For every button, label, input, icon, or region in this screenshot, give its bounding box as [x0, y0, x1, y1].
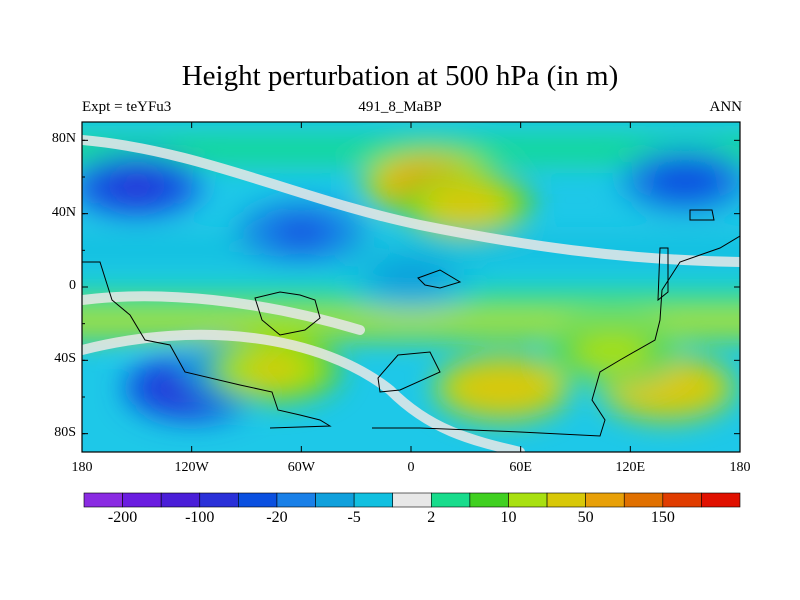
- colorbar-swatch: [623, 492, 664, 508]
- axis-ticks: [81, 122, 741, 452]
- coastlines: [82, 209, 740, 437]
- colorbar-swatch: [508, 492, 548, 508]
- colorbar-swatch: [585, 492, 625, 508]
- colorbar-label: -100: [185, 509, 215, 526]
- colorbar-label: 50: [577, 509, 594, 526]
- y-tick-label: 80N: [51, 131, 76, 147]
- colorbar-swatch: [353, 492, 394, 508]
- height-field: [82, 122, 740, 452]
- colorbar-swatch: [199, 492, 239, 508]
- colorbar-swatch: [160, 492, 201, 508]
- colorbar-swatch: [315, 492, 355, 508]
- field-contour-11-3: [584, 337, 641, 365]
- x-tick-label: 120E: [615, 460, 646, 475]
- coastline-segment: [417, 269, 462, 289]
- colorbar-swatch: [701, 492, 741, 508]
- colorbar-swatch: [469, 492, 509, 508]
- field-contour-7-3: [245, 355, 302, 384]
- colorbar-swatch: [276, 492, 316, 508]
- x-tick-label: 60W: [287, 460, 315, 475]
- y-tick-label: 40S: [54, 351, 76, 367]
- field-contour-2-3: [657, 167, 714, 195]
- coastline-segment: [657, 247, 669, 302]
- colorbar-swatch: [83, 492, 123, 508]
- colorbar-label: 10: [500, 509, 517, 526]
- field-neutral-strip: [82, 135, 740, 267]
- x-tick-label: 60E: [509, 460, 532, 475]
- chart-title: Height perturbation at 500 hPa (in m): [181, 60, 619, 92]
- field-contour-0-3: [108, 172, 165, 200]
- subtitle-period: 491_8_MaBP: [358, 99, 442, 115]
- colorbar-swatch: [238, 492, 278, 508]
- coastline-segment: [689, 209, 715, 221]
- coastline-segment: [377, 351, 441, 393]
- field-contour-8-3: [474, 374, 531, 402]
- field-contour-1-3: [273, 218, 330, 246]
- colorbar-swatch: [430, 492, 471, 508]
- colorbar-label: 150: [650, 509, 675, 526]
- field-contour-10-3: [383, 264, 439, 292]
- field-contour-9-3: [638, 374, 695, 402]
- field-contour-4-3: [437, 190, 494, 219]
- field-neutral-strip: [82, 329, 525, 452]
- x-tick-label: 0: [407, 460, 415, 475]
- coastline-segment: [82, 261, 332, 429]
- y-tick-label: 40N: [51, 204, 76, 220]
- colorbar-label: -200: [107, 509, 138, 526]
- y-tick-label: 80S: [54, 424, 76, 440]
- colorbar-swatch: [392, 492, 432, 508]
- subtitle-experiment: Expt = teYFu3: [82, 99, 172, 115]
- colorbar: [83, 492, 741, 508]
- coastline-segment: [372, 235, 740, 437]
- x-tick-label: 180: [71, 460, 93, 475]
- subtitle-season: ANN: [709, 99, 743, 115]
- field-neutral-strip: [82, 291, 365, 335]
- colorbar-label: -20: [266, 509, 288, 526]
- colorbar-swatch: [662, 492, 702, 508]
- colorbar-label: -5: [347, 509, 361, 526]
- colorbar-label: 2: [427, 509, 436, 526]
- coastline-segment: [254, 291, 321, 336]
- colorbar-swatch: [546, 492, 586, 508]
- y-tick-label: 0: [69, 278, 76, 293]
- x-tick-label: 180: [729, 460, 751, 475]
- x-tick-label: 120W: [174, 460, 209, 475]
- colorbar-swatch: [122, 492, 162, 508]
